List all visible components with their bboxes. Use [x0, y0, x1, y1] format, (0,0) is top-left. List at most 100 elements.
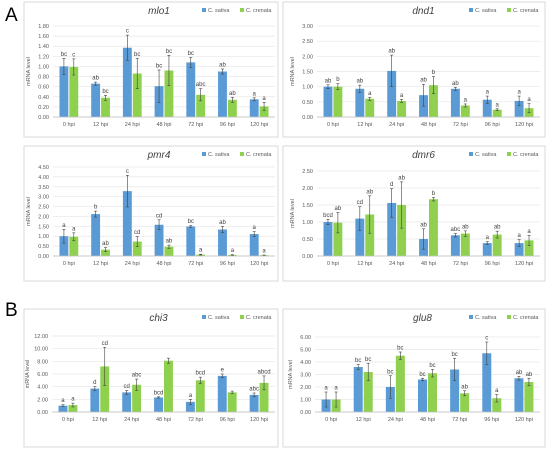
bar — [195, 380, 205, 412]
significance-letter: ab — [461, 384, 468, 390]
y-tick-label: 4.00 — [38, 175, 49, 181]
significance-letter: e — [221, 368, 225, 374]
significance-letter: a — [486, 90, 490, 96]
legend-entry: C. crenata — [246, 315, 272, 321]
y-tick-label: 0.50 — [302, 100, 313, 106]
bar — [186, 62, 196, 117]
legend-swatch — [507, 152, 511, 156]
significance-letter: bc — [188, 219, 194, 225]
bar — [227, 392, 237, 412]
bar — [385, 387, 395, 412]
bar — [59, 66, 69, 117]
x-tick-label: 72 hpi — [188, 417, 203, 423]
x-tick-label: 12 hpi — [357, 261, 372, 267]
significance-letter: bc — [355, 358, 361, 364]
bar — [217, 375, 227, 412]
bar — [429, 199, 438, 256]
legend-swatch — [202, 315, 206, 319]
bar — [154, 224, 164, 256]
y-tick-label: 4.00 — [37, 385, 48, 391]
legend-entry: C. sativa — [208, 8, 230, 14]
bar — [90, 388, 100, 412]
significance-letter: cd — [134, 230, 140, 236]
significance-letter: ab — [494, 225, 501, 231]
y-tick-label: 2.00 — [38, 214, 49, 220]
significance-letter: ab — [366, 189, 373, 195]
bar — [132, 384, 142, 412]
significance-letter: ab — [526, 372, 533, 378]
x-tick-label: 0 hpi — [327, 122, 339, 128]
x-tick-label: 24 hpi — [124, 417, 139, 423]
x-tick-label: 48 hpi — [157, 261, 172, 267]
bar — [397, 205, 407, 256]
significance-letter: b — [336, 77, 340, 83]
bar — [429, 85, 438, 117]
significance-letter: b — [432, 191, 436, 197]
significance-letter: abc — [196, 82, 206, 88]
significance-letter: a — [72, 226, 76, 232]
significance-letter: a — [527, 97, 531, 103]
x-tick-label: 0 hpi — [327, 261, 339, 267]
panel-label-a: A — [5, 5, 18, 26]
x-tick-label: 48 hpi — [421, 122, 436, 128]
y-tick-label: 0.00 — [38, 115, 49, 121]
chart-title: mlo1 — [148, 6, 170, 17]
bar — [218, 71, 227, 117]
y-tick-label: 1.50 — [302, 203, 313, 209]
y-tick-label: 0.00 — [37, 410, 48, 416]
bar — [249, 394, 259, 412]
x-tick-label: 72 hpi — [453, 122, 468, 128]
legend-swatch — [240, 315, 244, 319]
bar — [154, 397, 163, 412]
bar — [164, 70, 174, 117]
chart-frame — [282, 308, 546, 448]
x-tick-label: 96 hpi — [220, 261, 235, 267]
chart-title: pmr4 — [147, 150, 171, 161]
y-tick-label: 6.00 — [37, 372, 48, 378]
legend-swatch — [469, 8, 473, 12]
legend-swatch — [240, 8, 244, 12]
significance-letter: ab — [356, 79, 363, 85]
x-tick-label: 0 hpi — [63, 122, 75, 128]
bar — [91, 214, 101, 256]
significance-letter: ab — [229, 91, 236, 97]
significance-letter: b — [432, 70, 436, 76]
significance-letter: bc — [419, 372, 425, 378]
significance-letter: ab — [102, 241, 109, 247]
significance-letter: a — [62, 223, 66, 229]
significance-letter: ab — [462, 224, 469, 230]
significance-letter: a — [61, 398, 65, 404]
x-tick-label: 48 hpi — [157, 122, 172, 128]
legend-entry: C. crenata — [246, 8, 272, 14]
legend-entry: C. sativa — [475, 8, 497, 14]
significance-letter: bc — [397, 346, 403, 352]
x-tick-label: 0 hpi — [63, 261, 75, 267]
bar — [355, 88, 365, 117]
chart-mlo1: mlo1 0.00 0.20 0.40 0.60 0.80 1.00 1.20 1.40 1.60… — [23, 1, 279, 138]
y-tick-label: 1.20 — [38, 54, 49, 60]
significance-letter: a — [496, 102, 500, 108]
bar — [249, 99, 259, 117]
legend-entry: C. sativa — [475, 152, 497, 158]
significance-letter: a — [262, 96, 266, 102]
bar — [58, 405, 68, 412]
x-tick-label: 120 hpi — [250, 417, 268, 423]
significance-letter: bc — [166, 49, 172, 55]
bar — [482, 243, 492, 256]
significance-letter: abc — [451, 227, 461, 233]
y-axis-label: mRNA level — [26, 197, 32, 226]
significance-letter: a — [400, 93, 404, 99]
bar — [185, 401, 195, 412]
bar — [395, 355, 405, 412]
significance-letter: a — [495, 388, 499, 394]
bar — [460, 233, 470, 256]
x-tick-label: 96 hpi — [220, 417, 235, 423]
y-tick-label: 1.00 — [302, 220, 313, 226]
bar — [68, 405, 78, 412]
x-tick-label: 120 hpi — [515, 417, 533, 423]
bar — [450, 235, 460, 256]
x-tick-label: 24 hpi — [389, 122, 404, 128]
significance-letter: ab — [335, 206, 342, 212]
significance-letter: ab — [166, 239, 173, 245]
